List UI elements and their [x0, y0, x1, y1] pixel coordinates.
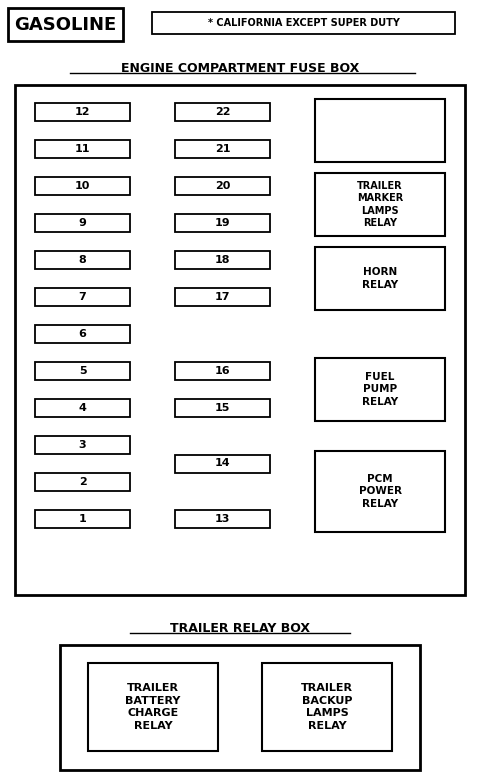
Bar: [35, 103, 130, 121]
Text: TRAILER
MARKER
LAMPS
RELAY: TRAILER MARKER LAMPS RELAY: [357, 181, 403, 228]
Text: TRAILER
BACKUP
LAMPS
RELAY: TRAILER BACKUP LAMPS RELAY: [301, 684, 353, 731]
Bar: [175, 288, 270, 306]
Text: 6: 6: [79, 329, 86, 339]
Bar: [175, 399, 270, 417]
Text: 16: 16: [215, 366, 230, 376]
Bar: [35, 140, 130, 158]
Bar: [35, 473, 130, 491]
Text: 3: 3: [79, 440, 86, 450]
Bar: [35, 325, 130, 343]
Text: 21: 21: [215, 144, 230, 154]
Text: 17: 17: [215, 292, 230, 302]
Text: TRAILER RELAY BOX: TRAILER RELAY BOX: [170, 622, 310, 634]
Bar: [8, 8, 123, 41]
Bar: [315, 358, 445, 421]
Bar: [35, 362, 130, 380]
Bar: [35, 399, 130, 417]
Bar: [35, 251, 130, 269]
Bar: [175, 103, 270, 121]
Text: * CALIFORNIA EXCEPT SUPER DUTY: * CALIFORNIA EXCEPT SUPER DUTY: [207, 18, 399, 28]
Text: ENGINE COMPARTMENT FUSE BOX: ENGINE COMPARTMENT FUSE BOX: [121, 62, 359, 74]
Text: 7: 7: [79, 292, 86, 302]
Bar: [262, 663, 392, 751]
Bar: [175, 454, 270, 472]
Bar: [175, 177, 270, 195]
Text: 14: 14: [215, 459, 230, 468]
Bar: [152, 12, 455, 34]
Text: FUEL
PUMP
RELAY: FUEL PUMP RELAY: [362, 372, 398, 407]
Text: 13: 13: [215, 514, 230, 524]
Bar: [175, 510, 270, 528]
Text: 8: 8: [79, 255, 86, 265]
Bar: [35, 288, 130, 306]
Bar: [35, 177, 130, 195]
Bar: [15, 85, 465, 595]
Bar: [175, 362, 270, 380]
Text: 18: 18: [215, 255, 230, 265]
Bar: [315, 99, 445, 162]
Text: 19: 19: [215, 218, 230, 228]
Text: 12: 12: [75, 107, 90, 117]
Bar: [35, 214, 130, 232]
Text: 5: 5: [79, 366, 86, 376]
Text: 4: 4: [79, 403, 86, 413]
Bar: [175, 140, 270, 158]
Bar: [175, 214, 270, 232]
Bar: [315, 450, 445, 532]
Text: 10: 10: [75, 181, 90, 191]
Text: 9: 9: [79, 218, 86, 228]
Bar: [315, 173, 445, 236]
Text: PCM
POWER
RELAY: PCM POWER RELAY: [359, 474, 401, 509]
Bar: [315, 247, 445, 310]
Text: 1: 1: [79, 514, 86, 524]
Bar: [175, 251, 270, 269]
Bar: [35, 510, 130, 528]
Bar: [88, 663, 218, 751]
Text: TRAILER
BATTERY
CHARGE
RELAY: TRAILER BATTERY CHARGE RELAY: [125, 684, 180, 731]
Text: 2: 2: [79, 477, 86, 487]
Text: HORN
RELAY: HORN RELAY: [362, 267, 398, 290]
Bar: [35, 436, 130, 454]
Bar: [60, 645, 420, 770]
Text: 20: 20: [215, 181, 230, 191]
Text: GASOLINE: GASOLINE: [14, 16, 117, 34]
Text: 15: 15: [215, 403, 230, 413]
Text: 22: 22: [215, 107, 230, 117]
Text: 11: 11: [75, 144, 90, 154]
